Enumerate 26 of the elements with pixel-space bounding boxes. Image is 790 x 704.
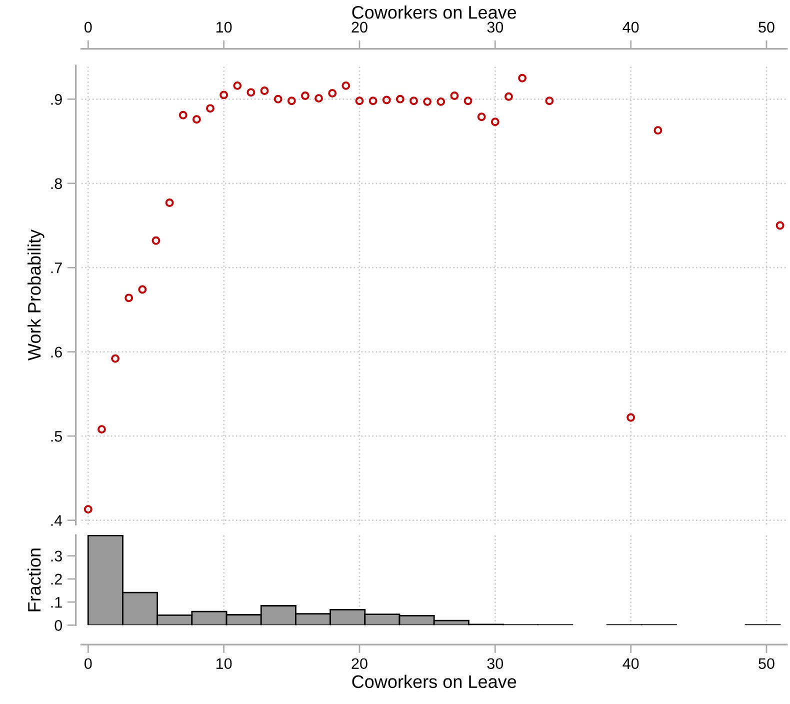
y-tick-label: .1 <box>51 597 62 608</box>
y-tick-label: .7 <box>51 262 62 274</box>
x-tick-label: 30 <box>487 658 504 670</box>
x-tick-label: 40 <box>622 658 639 670</box>
y-tick-label: .8 <box>51 178 62 190</box>
y-tick-label: .5 <box>51 431 62 442</box>
x-tick-label: 0 <box>84 658 92 670</box>
x-tick-label: 30 <box>487 22 504 33</box>
y-tick-label: .6 <box>51 346 62 358</box>
y-tick-label: .3 <box>51 550 62 562</box>
x-tick-label: 40 <box>622 22 639 33</box>
x-tick-label: 20 <box>352 22 368 33</box>
y-axis-title: Work Probability <box>27 229 44 360</box>
x-tick-label: 20 <box>352 658 368 670</box>
y-axis-title: Fraction <box>27 548 41 612</box>
x-axis-title: Coworkers on Leave <box>352 6 516 19</box>
y-tick-label: .2 <box>51 574 62 584</box>
y-tick-label: .4 <box>51 515 62 526</box>
y-tick-label: 0 <box>54 620 62 631</box>
x-tick-label: 10 <box>216 658 232 670</box>
y-tick-label: .9 <box>51 94 62 105</box>
x-tick-label: 50 <box>758 22 774 33</box>
x-axis-title: Coworkers on Leave <box>352 674 516 688</box>
x-tick-label: 10 <box>216 22 232 33</box>
x-tick-label: 50 <box>758 658 774 670</box>
x-tick-label: 0 <box>84 22 92 33</box>
